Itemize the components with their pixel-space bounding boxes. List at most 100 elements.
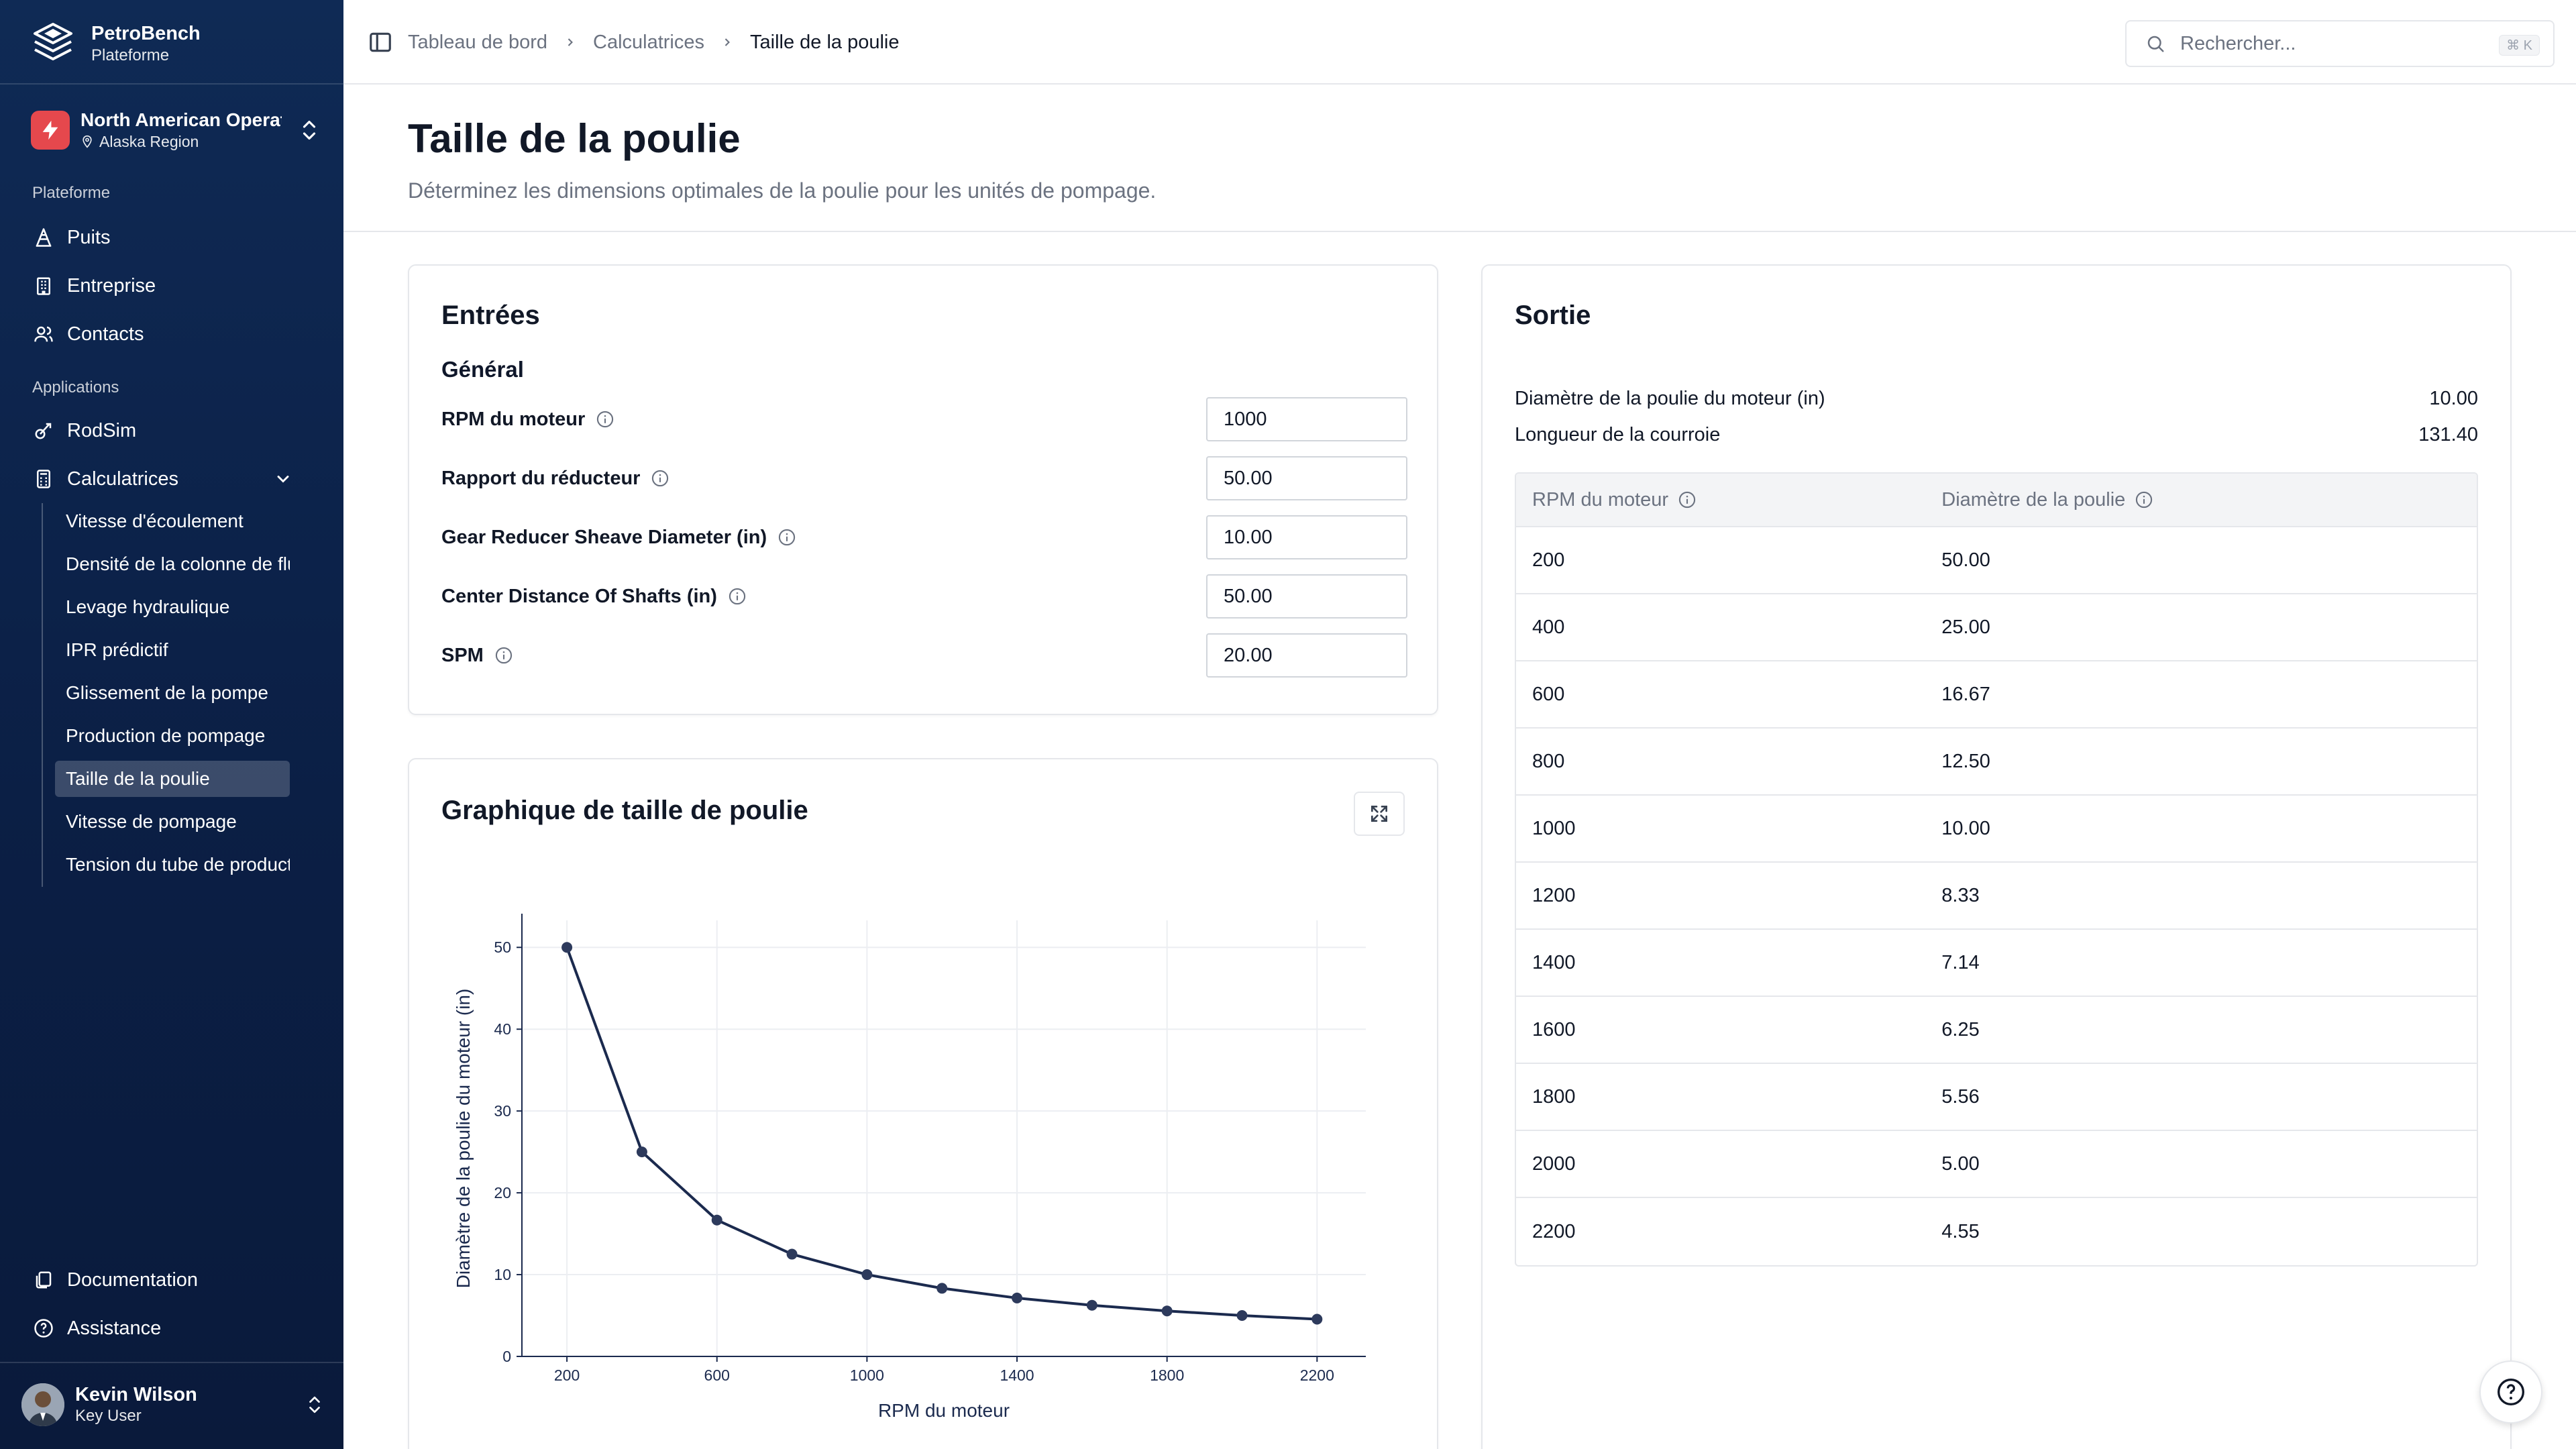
sidebar-item-taille-poulie[interactable]: Taille de la poulie	[55, 761, 290, 797]
chevron-updown-icon	[309, 1396, 320, 1413]
motor-rpm-input[interactable]: 1000	[1206, 397, 1407, 441]
table-cell: 8.33	[1941, 884, 1980, 906]
gear-ratio-input[interactable]: 50.00	[1206, 456, 1407, 500]
info-icon[interactable]	[494, 646, 513, 665]
y-tick-label: 10	[494, 1266, 511, 1283]
page-subtitle: Déterminez les dimensions optimales de l…	[408, 178, 1157, 203]
chevron-updown-icon	[303, 120, 316, 140]
info-icon[interactable]	[777, 528, 796, 547]
column-header-rpm: RPM du moteur	[1532, 488, 1669, 511]
sidebar-item-calculatrices[interactable]: Calculatrices	[24, 458, 319, 500]
help-circle-icon	[2498, 1379, 2524, 1405]
chart-card: Graphique de taille de poulie 0 10 20 30 40 5…	[408, 758, 1438, 1449]
users-icon	[32, 323, 55, 345]
sidebar-item-production-pompage[interactable]: Production de pompage	[66, 725, 266, 746]
inputs-title: Entrées	[441, 301, 540, 330]
search-input[interactable]: Rechercher... ⌘ K	[2125, 20, 2555, 67]
info-icon[interactable]	[651, 469, 669, 488]
sidebar-divider	[0, 1362, 343, 1363]
sidebar-toggle-icon[interactable]	[368, 30, 393, 55]
field-label: Center Distance Of Shafts (in)	[441, 585, 717, 607]
chevron-right-icon	[720, 36, 734, 49]
y-tick-label: 30	[494, 1102, 511, 1120]
table-cell: 10.00	[1941, 817, 1990, 839]
table-cell: 200	[1532, 549, 1565, 571]
sidebar-divider	[0, 83, 343, 85]
data-point	[636, 1146, 647, 1158]
sidebar-item-label: Entreprise	[67, 274, 156, 297]
field-label: SPM	[441, 644, 484, 666]
breadcrumb-item-dashboard[interactable]: Tableau de bord	[408, 31, 547, 53]
sidebar-item-densite-colonne[interactable]: Densité de la colonne de fluide	[66, 553, 290, 574]
sidebar-item-label: Contacts	[67, 323, 144, 345]
table-cell: 4.55	[1941, 1220, 1980, 1242]
sidebar-item-documentation[interactable]: Documentation	[24, 1258, 319, 1301]
expand-chart-button[interactable]	[1354, 792, 1405, 836]
inputs-group-title: Général	[441, 357, 524, 382]
table-cell: 600	[1532, 683, 1565, 705]
sidebar-item-vitesse-ecoulement[interactable]: Vitesse d'écoulement	[66, 511, 244, 531]
data-point	[1311, 1313, 1323, 1325]
output-label: Longueur de la courroie	[1515, 424, 1721, 445]
sidebar-item-tension-tube[interactable]: Tension du tube de production	[66, 854, 290, 875]
sheave-diameter-input[interactable]: 10.00	[1206, 515, 1407, 559]
table-cell: 400	[1532, 616, 1565, 638]
y-tick-label: 0	[502, 1348, 511, 1365]
y-tick-label: 50	[494, 938, 511, 956]
spm-input[interactable]: 20.00	[1206, 633, 1407, 678]
table-cell: 800	[1532, 750, 1565, 772]
user-menu[interactable]: Kevin Wilson Key User	[21, 1381, 323, 1429]
center-distance-input[interactable]: 50.00	[1206, 574, 1407, 619]
sidebar: PetroBench Plateforme North American Ope…	[0, 0, 343, 1449]
field-motor-rpm: RPM du moteur 1000	[441, 397, 1407, 441]
sidebar-item-entreprise[interactable]: Entreprise	[24, 264, 319, 307]
table-cell: 2000	[1532, 1152, 1576, 1175]
data-point	[561, 942, 573, 953]
search-icon	[2147, 36, 2164, 52]
info-icon[interactable]	[596, 410, 614, 429]
sidebar-item-glissement-pompe[interactable]: Glissement de la pompe	[66, 682, 268, 703]
table-row: 200 50.00	[1516, 527, 2477, 594]
sidebar-item-ipr-predictif[interactable]: IPR prédictif	[66, 639, 168, 660]
sidebar-item-contacts[interactable]: Contacts	[24, 313, 319, 356]
field-center-distance: Center Distance Of Shafts (in) 50.00	[441, 574, 1407, 619]
page-title: Taille de la poulie	[408, 116, 741, 161]
table-cell: 1200	[1532, 884, 1576, 906]
breadcrumb-item-current: Taille de la poulie	[750, 31, 900, 53]
field-spm: SPM 20.00	[441, 633, 1407, 678]
series-line	[566, 947, 1318, 1321]
sidebar-item-assistance[interactable]: Assistance	[24, 1307, 319, 1350]
docs-icon	[32, 1269, 55, 1291]
x-tick-label: 1800	[1150, 1366, 1184, 1384]
data-point	[1161, 1305, 1173, 1317]
chevron-right-icon	[564, 36, 577, 49]
help-circle-icon	[32, 1317, 55, 1340]
info-icon[interactable]	[728, 587, 747, 606]
x-tick-label: 600	[704, 1366, 730, 1384]
info-icon[interactable]	[2135, 490, 2153, 509]
y-axis-label: Diamètre de la poulie du moteur (in)	[453, 989, 474, 1289]
sidebar-item-puits[interactable]: Puits	[24, 216, 319, 259]
help-button[interactable]	[2479, 1360, 2542, 1424]
org-switcher[interactable]: North American Operations Alaska Region	[31, 106, 319, 154]
table-row: 1400 7.14	[1516, 930, 2477, 997]
table-cell: 12.50	[1941, 750, 1990, 772]
info-icon[interactable]	[1678, 490, 1697, 509]
table-row: 1200 8.33	[1516, 863, 2477, 930]
table-row: 2200 4.55	[1516, 1198, 2477, 1265]
x-tick-label: 1400	[1000, 1366, 1034, 1384]
table-cell: 5.56	[1941, 1085, 1980, 1108]
expand-icon	[1371, 806, 1387, 822]
output-title: Sortie	[1515, 301, 1591, 330]
sidebar-item-vitesse-pompage[interactable]: Vitesse de pompage	[66, 811, 237, 832]
breadcrumb-item-calculators[interactable]: Calculatrices	[593, 31, 704, 53]
x-axis-label: RPM du moteur	[878, 1400, 1010, 1421]
data-point	[936, 1283, 948, 1294]
sidebar-item-rodsim[interactable]: RodSim	[24, 409, 319, 452]
field-gear-ratio: Rapport du réducteur 50.00	[441, 456, 1407, 500]
table-row: 1800 5.56	[1516, 1064, 2477, 1131]
pulley-size-chart: 0 10 20 30 40 50 200 600 1000 1400 1800 2200 RPM du …	[453, 914, 1366, 1421]
brand[interactable]: PetroBench Plateforme	[30, 20, 325, 67]
table-row: 400 25.00	[1516, 594, 2477, 661]
sidebar-item-levage-hydraulique[interactable]: Levage hydraulique	[66, 596, 230, 617]
